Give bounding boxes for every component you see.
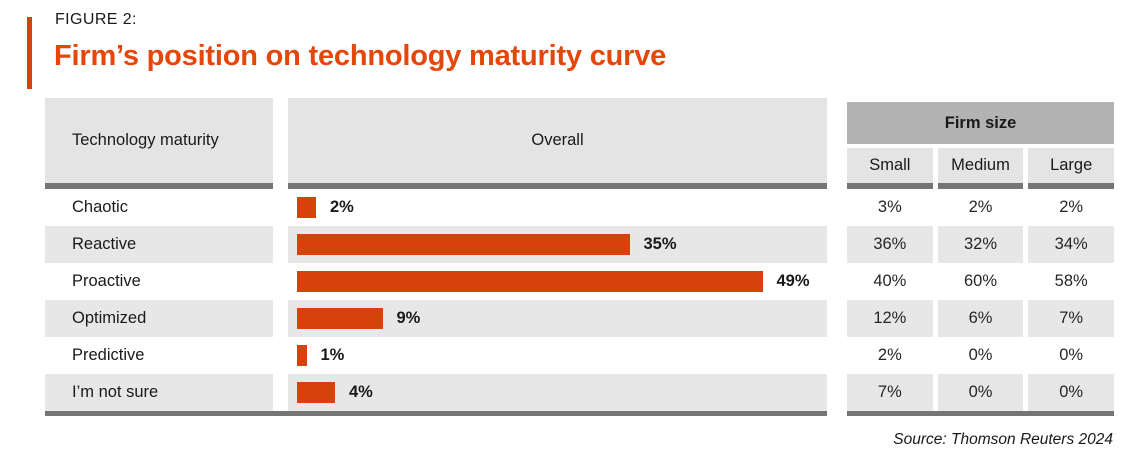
maturity-label: Optimized: [45, 300, 273, 337]
large-value: 34%: [1028, 226, 1115, 263]
small-value: 2%: [877, 346, 902, 364]
medium-value: 6%: [937, 300, 1024, 337]
overall-bar-cell: 4%: [288, 374, 827, 411]
table-row-im-not-sure: I’m not sure 4% 7% 0% 0%: [45, 374, 1115, 411]
table-row-chaotic: Chaotic 2% 3% 2% 2%: [45, 189, 1114, 226]
overall-bar-cell: 2%: [288, 189, 827, 226]
large-value: 0%: [1059, 346, 1084, 364]
small-value: 36%: [847, 226, 933, 263]
small-value: 3%: [877, 198, 902, 216]
overall-value-label: 35%: [643, 235, 677, 253]
overall-value-label: 9%: [396, 309, 421, 327]
firm-size-values: 3% 2% 2%: [847, 189, 1114, 226]
column-gap: [273, 98, 288, 189]
maturity-label: Predictive: [72, 346, 145, 364]
overall-value-label: 4%: [349, 383, 373, 401]
overall-bar-cell: 1%: [288, 337, 827, 374]
large-value: 58%: [1054, 272, 1088, 290]
column-header-overall: Overall: [288, 98, 827, 189]
overall-bar-cell: 9%: [288, 300, 827, 337]
column-gap: [273, 226, 288, 263]
column-header-small: Small: [847, 148, 933, 189]
table-row-reactive: Reactive 35% 36% 32% 34%: [45, 226, 1115, 263]
large-value: 2%: [1059, 198, 1084, 216]
column-gap: [273, 263, 288, 300]
column-gap: [273, 189, 288, 226]
table-row-proactive: Proactive 49% 40% 60% 58%: [45, 263, 1114, 300]
column-gap: [827, 98, 847, 189]
small-value: 12%: [847, 300, 933, 337]
firm-size-subheaders: Small Medium Large: [847, 148, 1115, 189]
column-header-large: Large: [1028, 148, 1115, 189]
figure-title: Firm’s position on technology maturity c…: [54, 40, 667, 72]
column-gap: [827, 263, 847, 300]
medium-value: 0%: [968, 346, 993, 364]
overall-value-label: 49%: [776, 272, 810, 290]
figure-label: FIGURE 2:: [55, 11, 137, 28]
column-header-firm-size: Firm size: [847, 102, 1114, 144]
column-gap: [827, 226, 847, 263]
overall-bar-cell: 49%: [288, 263, 827, 300]
overall-bar: [297, 308, 383, 329]
column-gap: [273, 300, 288, 337]
column-header-medium: Medium: [937, 148, 1024, 189]
overall-bar: [297, 197, 316, 218]
column-gap: [827, 411, 847, 416]
bottom-rule-firm-size: [847, 411, 1114, 416]
source-note: Source: Thomson Reuters 2024: [893, 431, 1113, 448]
small-value: 40%: [873, 272, 907, 290]
maturity-label: I’m not sure: [45, 374, 273, 411]
firm-size-values: 40% 60% 58%: [847, 263, 1114, 300]
column-gap: [827, 300, 847, 337]
overall-value-label: 2%: [330, 198, 354, 216]
overall-bar-cell: 35%: [288, 226, 827, 263]
overall-bar: [297, 234, 630, 255]
firm-size-header-group: Firm size Small Medium Large: [847, 98, 1115, 189]
column-gap: [273, 337, 288, 374]
medium-value: 32%: [937, 226, 1024, 263]
firm-size-values: 12% 6% 7%: [847, 300, 1115, 337]
table-header-row: Technology maturity Overall Firm size Sm…: [45, 98, 1115, 189]
maturity-label: Chaotic: [72, 198, 128, 216]
accent-bar: [27, 17, 32, 89]
firm-size-values: 2% 0% 0%: [847, 337, 1114, 374]
medium-value: 60%: [963, 272, 998, 290]
table-row-optimized: Optimized 9% 12% 6% 7%: [45, 300, 1115, 337]
column-gap: [827, 374, 847, 411]
column-gap: [273, 374, 288, 411]
medium-value: 0%: [937, 374, 1024, 411]
maturity-label: Proactive: [72, 272, 141, 290]
overall-bar: [297, 271, 763, 292]
table-bottom-rule: [45, 411, 1114, 416]
column-gap: [827, 337, 847, 374]
firm-size-values: 7% 0% 0%: [847, 374, 1115, 411]
medium-value: 2%: [968, 198, 993, 216]
large-value: 7%: [1028, 300, 1115, 337]
column-gap: [827, 189, 847, 226]
firm-size-values: 36% 32% 34%: [847, 226, 1115, 263]
column-header-technology-maturity: Technology maturity: [45, 98, 273, 189]
bottom-rule-main: [45, 411, 827, 416]
overall-bar: [297, 345, 307, 366]
maturity-table: Technology maturity Overall Firm size Sm…: [45, 98, 1115, 416]
overall-value-label: 1%: [320, 346, 345, 364]
small-value: 7%: [847, 374, 933, 411]
table-row-predictive: Predictive 1% 2% 0% 0%: [45, 337, 1114, 374]
large-value: 0%: [1028, 374, 1115, 411]
maturity-label: Reactive: [45, 226, 273, 263]
overall-bar: [297, 382, 335, 403]
